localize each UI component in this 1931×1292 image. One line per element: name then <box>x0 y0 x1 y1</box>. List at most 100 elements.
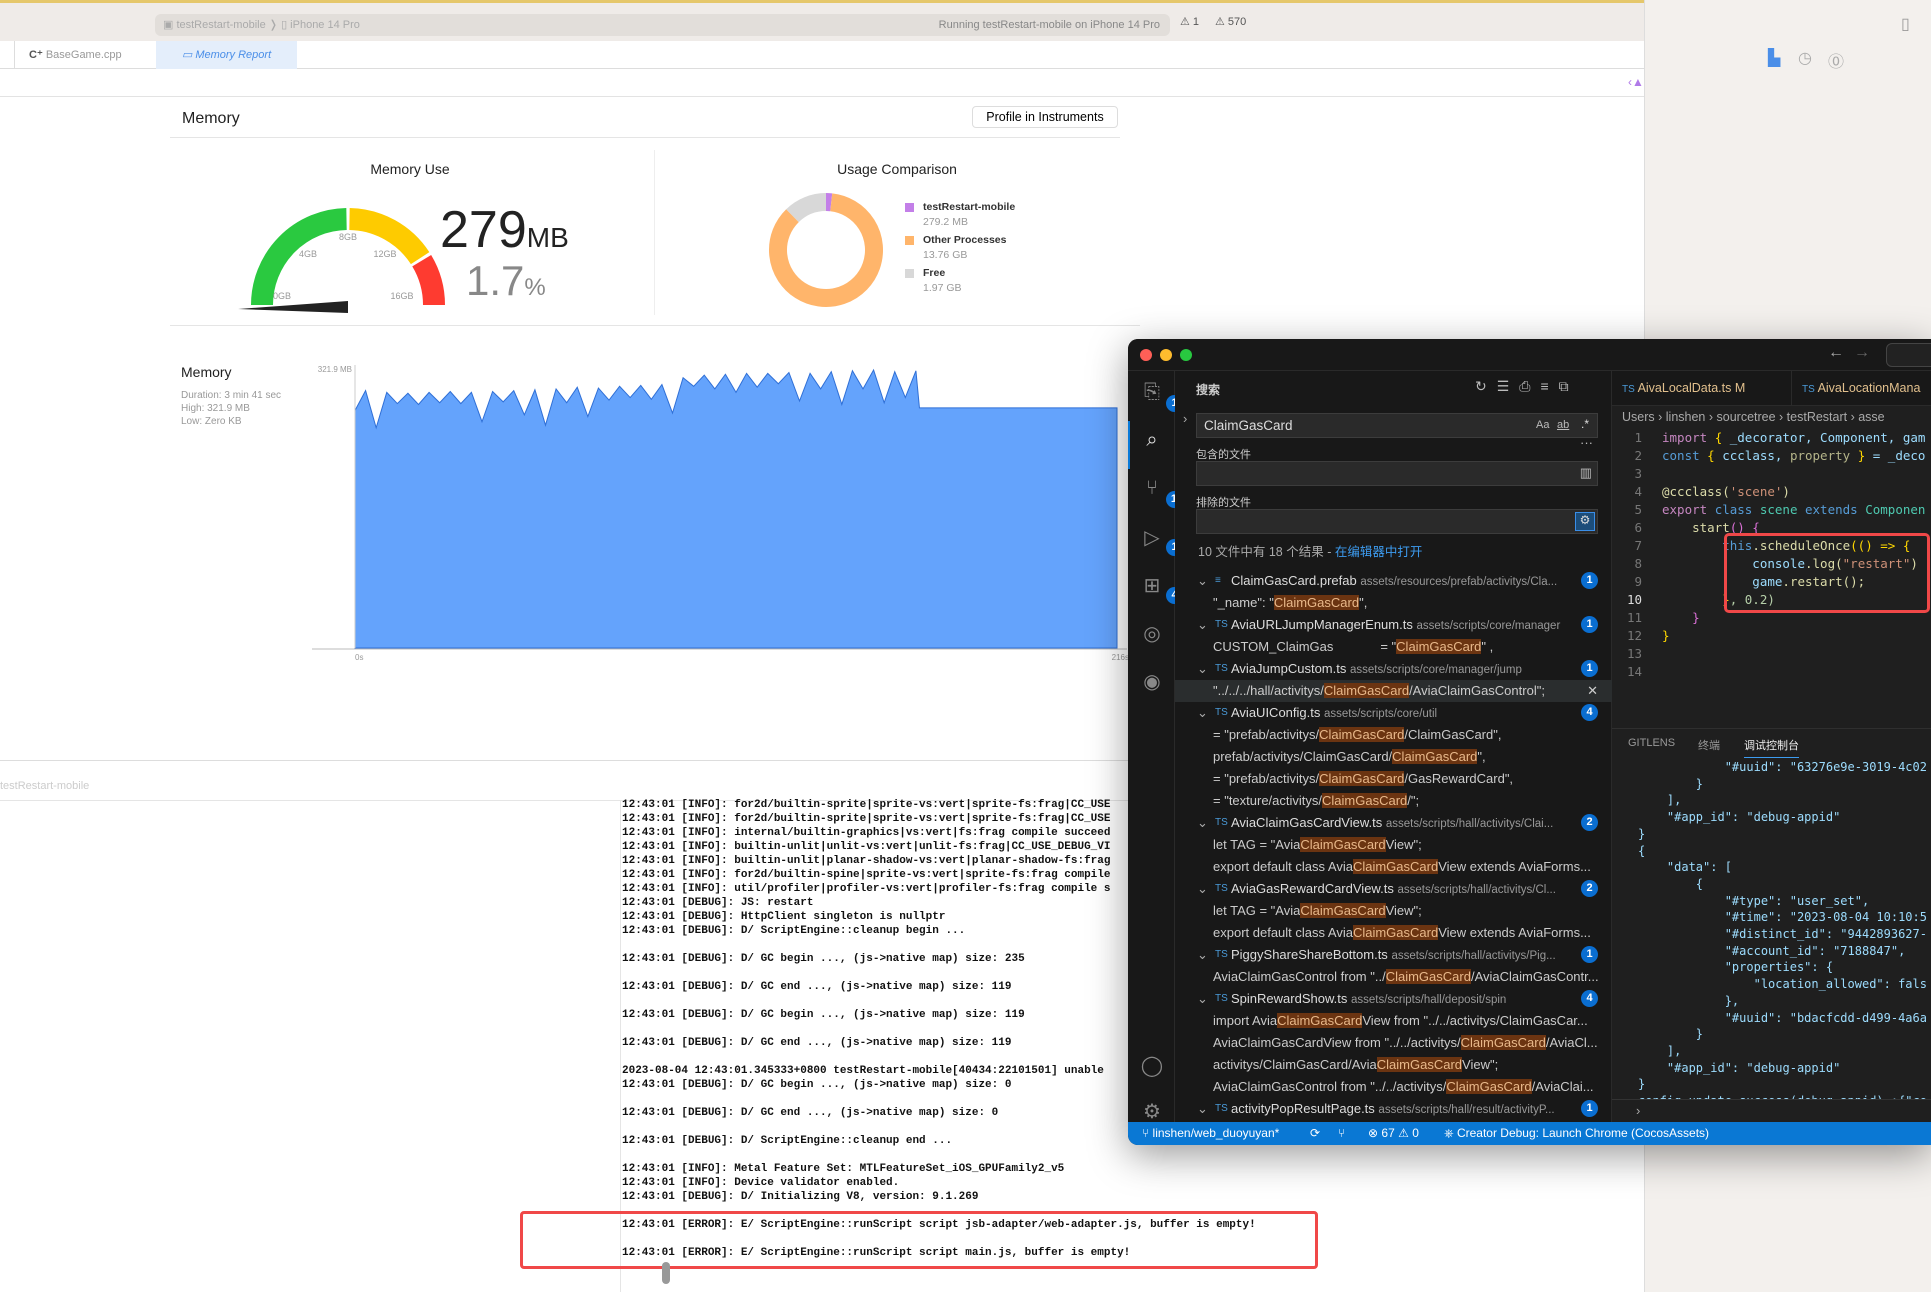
ts-file-icon: TS <box>1622 384 1638 395</box>
chevron-down-icon[interactable]: ⌄ <box>1197 705 1208 720</box>
result-file-row[interactable]: ⌄ TS AviaURLJumpManagerEnum.ts assets/scri… <box>1175 614 1612 636</box>
result-match-row[interactable]: "../../../hall/activitys/ClaimGasCard/Av… <box>1175 680 1612 702</box>
result-match-row[interactable]: AviaClaimGasControl from "../ClaimGasCar… <box>1213 969 1599 984</box>
issue-count[interactable]: ⚠ 570 <box>1215 16 1247 28</box>
console-line: config update success(debug-appid) :{"co <box>1638 1093 1927 1099</box>
result-file-row[interactable]: ⌄ ≡ ClaimGasCard.prefab assets/resources/p… <box>1175 570 1612 592</box>
tab-gitlens[interactable]: GITLENS <box>1628 737 1676 749</box>
result-match-row[interactable]: prefab/activitys/ClaimGasCard/ClaimGasCa… <box>1213 749 1486 764</box>
whole-word-toggle[interactable]: ab <box>1557 419 1570 431</box>
result-file-row[interactable]: ⌄ TS activityPopResultPage.ts assets/scrip… <box>1175 1098 1612 1120</box>
close-window-button[interactable] <box>1140 349 1152 361</box>
pane-divider[interactable] <box>0 760 1644 761</box>
explorer-icon[interactable]: ⎘1 <box>1140 381 1183 412</box>
result-file-row[interactable]: ⌄ TS AviaJumpCustom.ts assets/scripts/core… <box>1175 658 1612 680</box>
result-file-row[interactable]: ⌄ TS AviaGasRewardCardView.ts assets/scrip… <box>1175 878 1612 900</box>
open-editors-only-icon[interactable]: ▥ <box>1579 465 1592 480</box>
extensions-icon[interactable]: ⊞4 <box>1140 573 1183 604</box>
include-files-input[interactable]: ▥ <box>1196 461 1598 486</box>
dismiss-result-icon[interactable]: ✕ <box>1587 683 1598 698</box>
settings-gear-icon[interactable]: ⚙ <box>1143 1101 1161 1123</box>
warning-count[interactable]: ⚠ 1 <box>1180 16 1200 28</box>
gitlens-icon[interactable]: ◎ <box>1143 623 1161 645</box>
more-options-icon[interactable]: ··· <box>1580 435 1593 450</box>
result-match-row[interactable]: AviaClaimGasControl from "../../activity… <box>1213 1079 1594 1094</box>
result-match-row[interactable]: = "prefab/activitys/ClaimGasCard/GasRewa… <box>1213 771 1514 786</box>
minimize-window-button[interactable] <box>1160 349 1172 361</box>
match-case-toggle[interactable]: Aa <box>1536 419 1550 431</box>
file-inspector-icon[interactable]: ▙ <box>1768 50 1781 67</box>
tab-debug-console[interactable]: 调试控制台 <box>1744 737 1799 758</box>
console-line: "#uuid": "63276e9e-3019-4c02 <box>1638 760 1927 774</box>
result-file-row[interactable]: ⌄ TS PiggyShareShareBottom.ts assets/scrip… <box>1175 944 1612 966</box>
gitlens-status-icon[interactable]: ⑂ <box>1338 1126 1346 1140</box>
match-count-badge: 2 <box>1581 814 1598 831</box>
tab-aivalocationmanager[interactable]: TS AivaLocationMana <box>1802 381 1921 395</box>
tab-terminal[interactable]: 终端 <box>1698 740 1720 752</box>
result-match-row[interactable]: let TAG = "AviaClaimGasCardView"; <box>1213 837 1422 852</box>
chevron-down-icon[interactable]: ⌄ <box>1197 573 1208 588</box>
chevron-down-icon[interactable]: ⌄ <box>1197 991 1208 1006</box>
problems-status[interactable]: ⊗ 67 ⚠ 0 <box>1368 1126 1419 1140</box>
line-number: 2 <box>1634 448 1642 463</box>
console-log[interactable]: 12:43:01 [INFO]: for2d/builtin-sprite|sp… <box>622 798 1256 1260</box>
breadcrumb-item[interactable]: sourcetree <box>1716 410 1776 424</box>
result-match-row[interactable]: export default class AviaClaimGasCardVie… <box>1213 859 1591 874</box>
line-number: 7 <box>1634 538 1642 553</box>
tab-aivalocaldata[interactable]: TS AivaLocalData.ts M <box>1612 371 1792 406</box>
toggle-replace-chevron-icon[interactable]: › <box>1183 411 1188 426</box>
search-icon[interactable]: ⌕ <box>1146 429 1158 451</box>
debug-status[interactable]: ⎈ Creator Debug: Launch Chrome (CocosAss… <box>1444 1126 1710 1140</box>
search-input[interactable]: ClaimGasCard Aa ab .* <box>1196 413 1598 438</box>
result-file-row[interactable]: ⌄ TS AviaUIConfig.ts assets/scripts/core/u… <box>1175 702 1612 724</box>
back-arrow-icon[interactable]: ← <box>1828 344 1844 361</box>
tab-memory-report[interactable]: ▭ Memory Report <box>156 41 297 69</box>
chevron-down-icon[interactable]: ⌄ <box>1197 881 1208 896</box>
open-in-editor-link[interactable]: 在编辑器中打开 <box>1334 545 1423 559</box>
run-debug-icon[interactable]: ▷1 <box>1140 525 1183 556</box>
result-match-row[interactable]: "_name": "ClaimGasCard", <box>1213 595 1368 610</box>
result-match-row[interactable]: export default class AviaClaimGasCardVie… <box>1213 925 1591 940</box>
chevron-down-icon[interactable]: ⌄ <box>1197 815 1208 830</box>
breadcrumb-item[interactable]: testRestart <box>1786 410 1848 424</box>
code-editor[interactable]: 1 import { _decorator, Component, gam 2 con… <box>1612 429 1931 719</box>
result-match-row[interactable]: AviaClaimGasCardView from "../../activit… <box>1213 1035 1598 1050</box>
result-match-row[interactable]: = "texture/activitys/ClaimGasCard/"; <box>1213 793 1420 808</box>
git-graph-icon[interactable]: ◉ <box>1143 671 1161 693</box>
use-exclude-settings-icon[interactable]: ⚙ <box>1575 512 1595 531</box>
scrollbar[interactable] <box>662 1262 670 1284</box>
result-file-row[interactable]: ⌄ TS SpinRewardShow.ts assets/scripts/hall… <box>1175 988 1612 1010</box>
forward-arrow-icon[interactable]: → <box>1854 344 1870 361</box>
command-center[interactable] <box>1886 343 1931 367</box>
result-match-row[interactable]: = "prefab/activitys/ClaimGasCard/ClaimGa… <box>1213 727 1502 742</box>
breadcrumb-item[interactable]: asse <box>1858 410 1885 424</box>
result-match-row[interactable]: let TAG = "AviaClaimGasCardView"; <box>1213 903 1422 918</box>
breadcrumb-item[interactable]: linshen <box>1665 410 1706 424</box>
account-icon[interactable]: ◯ <box>1140 1055 1164 1077</box>
maximize-window-button[interactable] <box>1180 349 1192 361</box>
chevron-down-icon[interactable]: ⌄ <box>1197 1101 1208 1116</box>
branch-status[interactable]: ⑂ linshen/web_duoyuyan* <box>1142 1126 1280 1140</box>
history-icon[interactable]: ◷ <box>1798 50 1812 67</box>
debug-console-input[interactable]: › <box>1612 1099 1931 1122</box>
exclude-files-input[interactable]: ⚙ <box>1196 509 1598 534</box>
chevron-down-icon[interactable]: ⌄ <box>1197 661 1208 676</box>
scheme-selector[interactable]: ▣ testRestart-mobile ❭ ▯ iPhone 14 Pro <box>163 19 360 31</box>
source-control-icon[interactable]: ⑂10 <box>1140 477 1188 508</box>
breadcrumb-item[interactable]: Users <box>1622 410 1655 424</box>
help-icon[interactable]: ⓪ <box>1828 54 1845 71</box>
search-actions[interactable]: ↻☰⎙≡⧉ <box>1475 378 1579 394</box>
result-match-row[interactable]: import AviaClaimGasCardView from "../../… <box>1213 1013 1588 1028</box>
sync-icon[interactable]: ⟳ <box>1310 1126 1321 1140</box>
regex-toggle[interactable]: .* <box>1581 417 1590 431</box>
issue-navigator-icon[interactable]: ‹▲› <box>1628 75 1648 89</box>
chevron-down-icon[interactable]: ⌄ <box>1197 617 1208 632</box>
tab-basegame[interactable]: C⁺ BaseGame.cpp <box>14 41 136 69</box>
debug-console-output[interactable]: "#uuid": "63276e9e-3019-4c02 } ], "#app_… <box>1612 759 1931 1099</box>
result-match-row[interactable]: CUSTOM_ClaimGas = "ClaimGasCard" , <box>1213 639 1494 654</box>
chevron-down-icon[interactable]: ⌄ <box>1197 947 1208 962</box>
inspector-toggle-icon[interactable]: ▯ <box>1901 16 1910 33</box>
profile-in-instruments-button[interactable]: Profile in Instruments <box>972 106 1118 128</box>
result-file-row[interactable]: ⌄ TS AviaClaimGasCardView.ts assets/script… <box>1175 812 1612 834</box>
result-match-row[interactable]: activitys/ClaimGasCard/AviaClaimGasCardV… <box>1213 1057 1499 1072</box>
